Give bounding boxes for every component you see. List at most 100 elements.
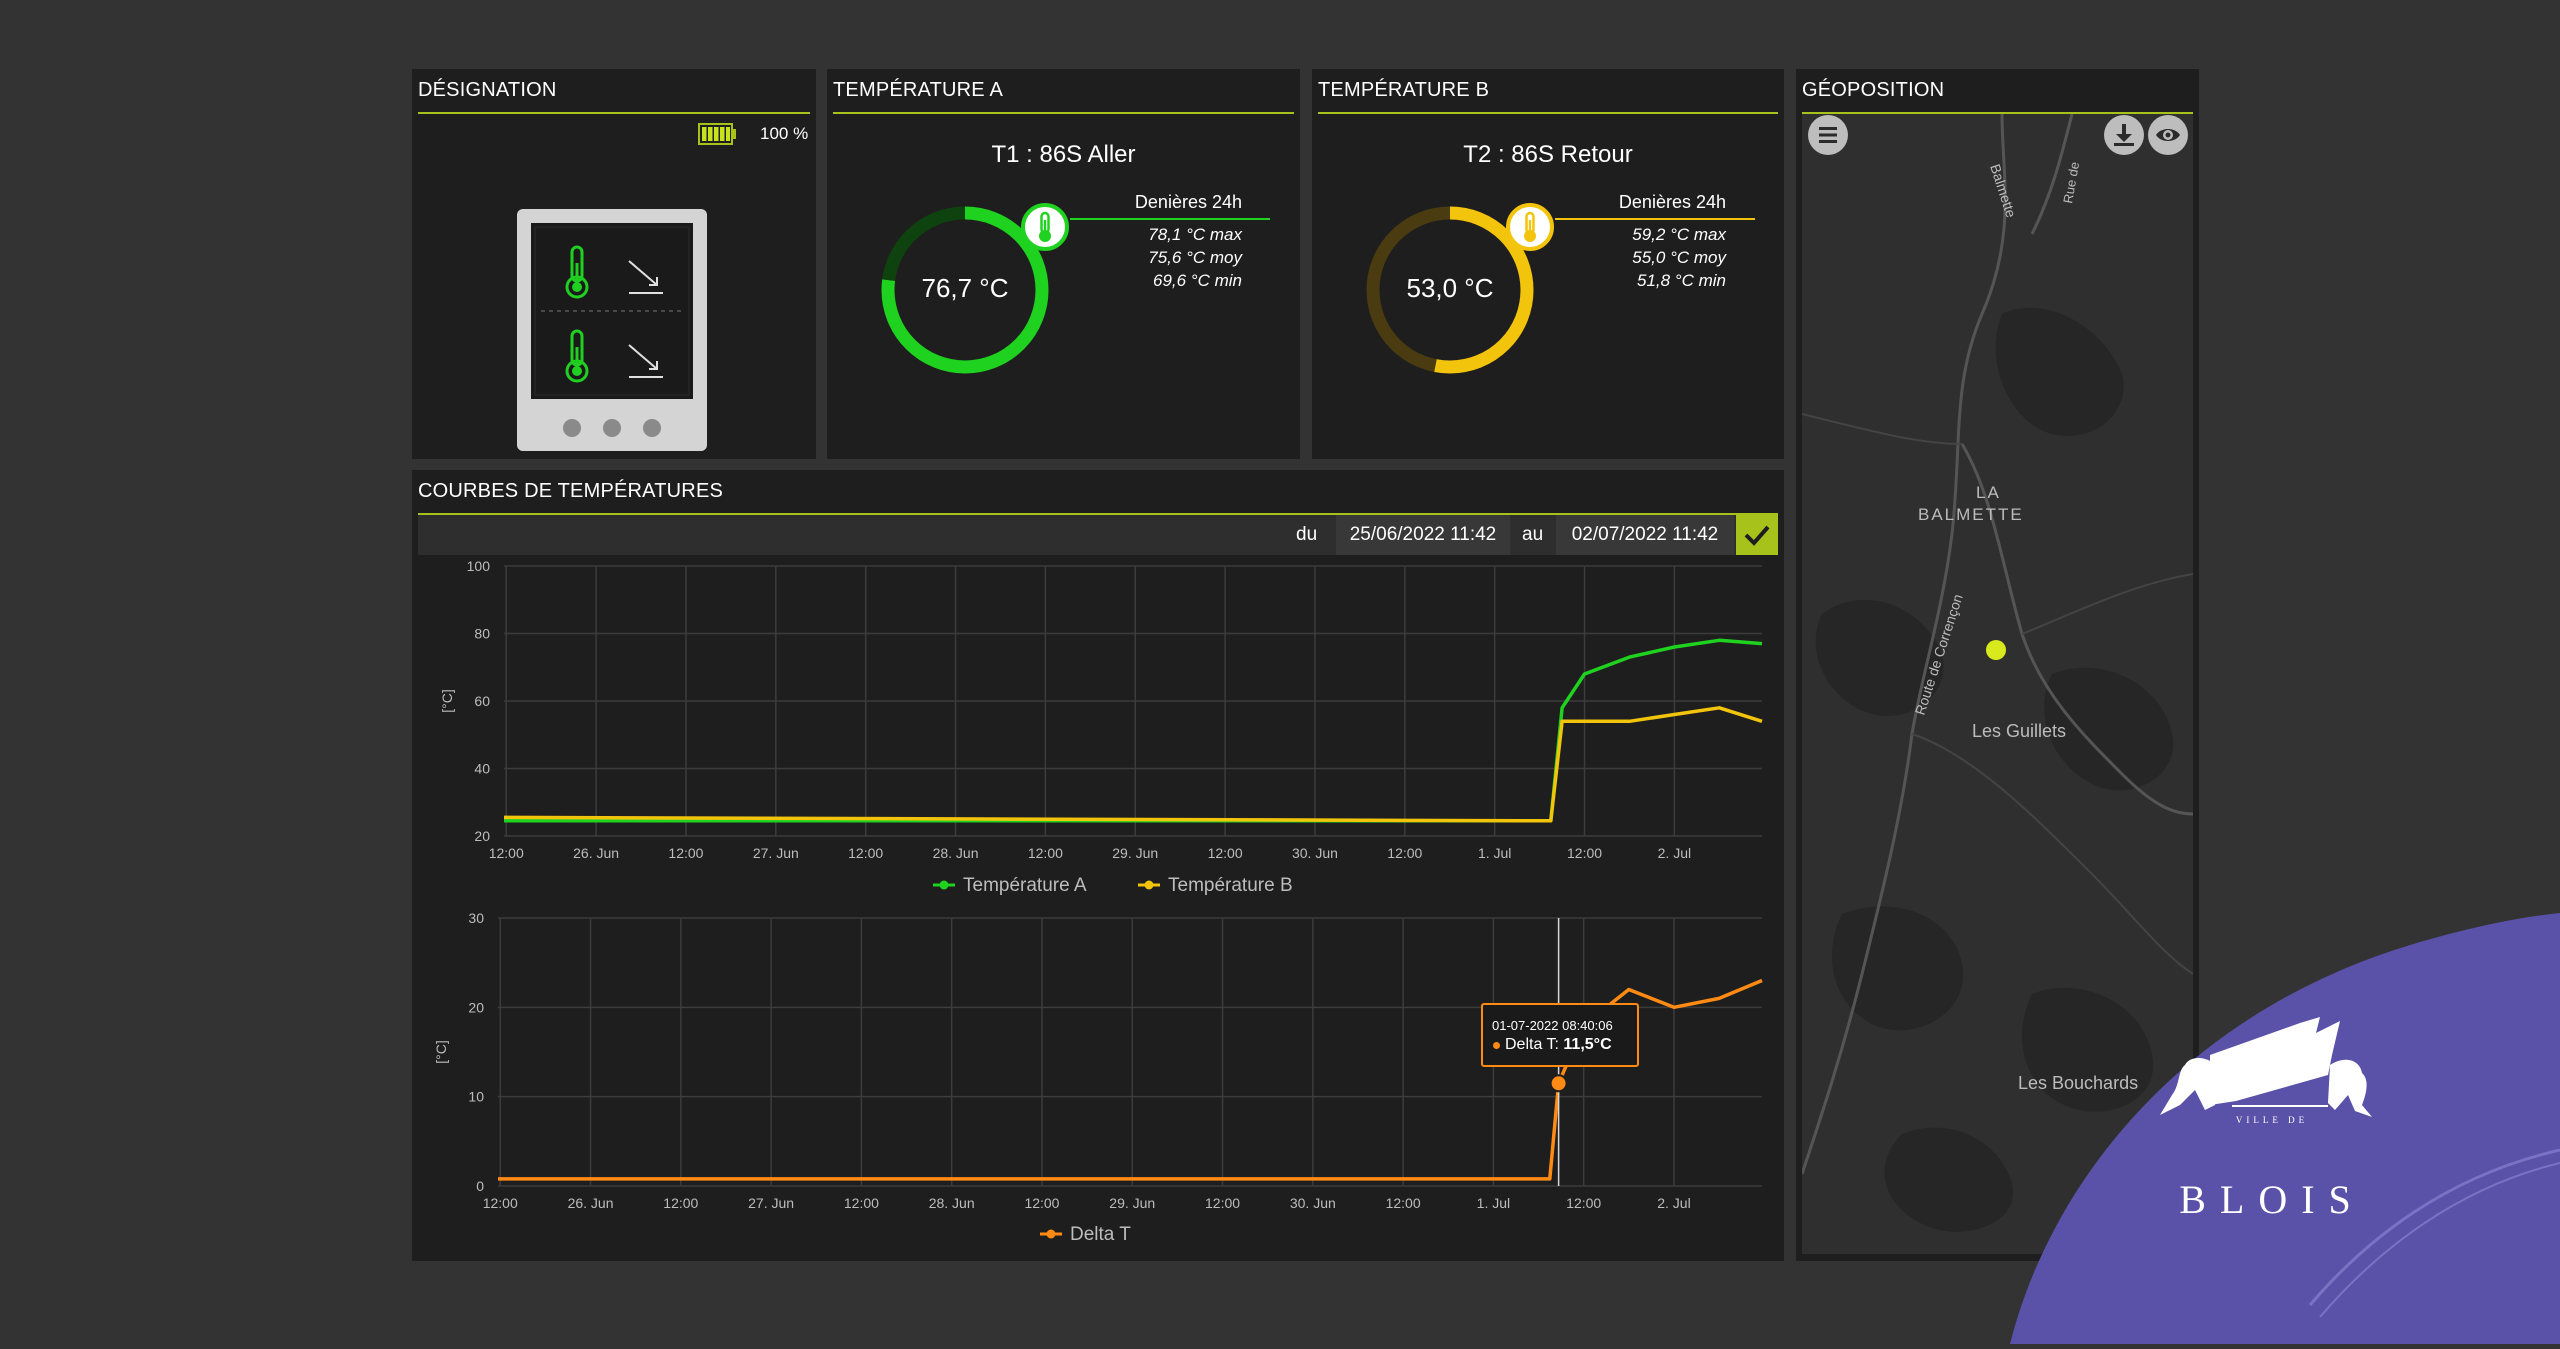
- logo-name: BLOIS: [2179, 1177, 2365, 1222]
- x-tick-label: 28. Jun: [933, 845, 979, 861]
- y-tick-label: 80: [474, 626, 490, 642]
- x-tick-label: 12:00: [1024, 1195, 1059, 1211]
- map-label-les-guillets: Les Guillets: [1972, 721, 2066, 741]
- designation-panel: DÉSIGNATION 100 %: [412, 69, 816, 459]
- download-button[interactable]: [2104, 115, 2144, 155]
- x-tick-label: 1. Jul: [1477, 1195, 1510, 1211]
- title-underline: [418, 112, 810, 114]
- current-temperature: 76,7 °C: [921, 273, 1009, 303]
- y-tick-label: 0: [476, 1178, 484, 1194]
- x-tick-label: 12:00: [668, 845, 703, 861]
- temperature-b-title: TEMPÉRATURE B: [1318, 79, 1490, 101]
- stats-period: Denières 24h: [1134, 192, 1242, 212]
- map-label-balmette-road: Balmette: [1987, 162, 2019, 220]
- temperature-a-title: TEMPÉRATURE A: [833, 79, 1004, 101]
- x-tick-label: 29. Jun: [1112, 845, 1158, 861]
- x-tick-label: 1. Jul: [1478, 845, 1511, 861]
- stat-max: 59,2 °C max: [1632, 225, 1726, 244]
- x-tick-label: 12:00: [848, 845, 883, 861]
- legend-marker[interactable]: [939, 880, 949, 890]
- x-tick-label: 26. Jun: [568, 1195, 614, 1211]
- to-label: au: [1522, 524, 1544, 545]
- series-line: [504, 638, 1763, 823]
- date-range-bar: du 25/06/2022 11:42 au 02/07/2022 11:42: [418, 515, 1778, 555]
- geoposition-panel: GÉOPOSITION LA BALMETTE: [1796, 69, 2199, 1261]
- x-tick-label: 12:00: [844, 1195, 879, 1211]
- geoposition-title: GÉOPOSITION: [1802, 79, 1945, 101]
- designation-title: DÉSIGNATION: [418, 79, 557, 101]
- x-tick-label: 30. Jun: [1292, 845, 1338, 861]
- download-icon: [2114, 124, 2134, 146]
- x-tick-label: 27. Jun: [748, 1195, 794, 1211]
- thermometer-badge-icon: [1020, 202, 1070, 257]
- sensor-name: T1 : 86S Aller: [991, 141, 1136, 168]
- chart-tooltip: 01-07-2022 08:40:06 Delta T: 11,5°C: [1481, 1003, 1639, 1067]
- x-tick-label: 12:00: [1387, 845, 1422, 861]
- y-tick-label: 20: [474, 828, 490, 844]
- highlight-point[interactable]: [1549, 1074, 1568, 1093]
- to-date-input[interactable]: 02/07/2022 11:42: [1556, 515, 1734, 555]
- title-underline: [1802, 112, 2193, 114]
- stat-avg: 75,6 °C moy: [1148, 248, 1242, 267]
- stat-min: 51,8 °C min: [1636, 271, 1726, 290]
- map-label-les-bouchards: Les Bouchards: [2018, 1073, 2138, 1093]
- stat-min: 69,6 °C min: [1152, 271, 1242, 290]
- device-illustration: [517, 209, 707, 456]
- tooltip-label: Delta T:: [1505, 1036, 1564, 1053]
- legend-item[interactable]: Delta T: [1070, 1224, 1131, 1245]
- temperature-gauge: [875, 200, 1055, 385]
- apply-date-button[interactable]: [1736, 515, 1778, 555]
- from-label: du: [1296, 524, 1318, 545]
- stats-period: Denières 24h: [1618, 192, 1726, 212]
- stat-avg: 55,0 °C moy: [1632, 248, 1726, 267]
- x-tick-label: 12:00: [483, 1195, 518, 1211]
- visibility-button[interactable]: [2148, 115, 2188, 155]
- eye-icon: [2156, 129, 2180, 141]
- temperature-b-panel: TEMPÉRATURE B T2 : 86S Retour 53,0 °C De…: [1312, 69, 1784, 459]
- tooltip-bullet: [1493, 1042, 1500, 1049]
- x-tick-label: 12:00: [1205, 1195, 1240, 1211]
- title-underline: [1318, 112, 1778, 114]
- map-view[interactable]: LA BALMETTE Les Guillets Les Bouchards R…: [1802, 114, 2193, 1254]
- stats-underline: [1555, 218, 1755, 220]
- brand-logo: VILLE DE BLOIS: [2010, 905, 2560, 1344]
- tooltip-series: Delta T: 11,5°C: [1505, 1036, 1612, 1054]
- legend-item[interactable]: Température A: [963, 875, 1087, 896]
- curves-title: COURBES DE TEMPÉRATURES: [418, 480, 724, 502]
- menu-button[interactable]: [1808, 115, 1848, 155]
- title-underline: [833, 112, 1294, 114]
- y-tick-label: 20: [468, 999, 484, 1015]
- y-tick-label: 30: [468, 910, 484, 926]
- location-marker[interactable]: [1986, 640, 2006, 660]
- title-underline: [418, 513, 1778, 515]
- x-tick-label: 12:00: [1208, 845, 1243, 861]
- x-tick-label: 2. Jul: [1657, 1195, 1690, 1211]
- y-tick-label: 40: [474, 761, 490, 777]
- temperature-gauge: [1360, 200, 1540, 385]
- battery-percentage: 100 %: [760, 124, 809, 143]
- y-tick-label: 100: [467, 558, 491, 574]
- legend-marker[interactable]: [1144, 880, 1154, 890]
- stats-underline: [1070, 218, 1270, 220]
- current-temperature: 53,0 °C: [1406, 273, 1494, 303]
- map-label-balmette: BALMETTE: [1918, 505, 2024, 524]
- x-tick-label: 2. Jul: [1658, 845, 1691, 861]
- x-tick-label: 12:00: [663, 1195, 698, 1211]
- sensor-name: T2 : 86S Retour: [1463, 141, 1633, 168]
- tooltip-date: 01-07-2022 08:40:06: [1492, 1018, 1613, 1033]
- tooltip-value: 11,5°C: [1563, 1036, 1612, 1053]
- checkmark-icon: [1744, 525, 1770, 546]
- x-tick-label: 27. Jun: [753, 845, 799, 861]
- x-tick-label: 28. Jun: [929, 1195, 975, 1211]
- thermometer-badge-icon: [1505, 202, 1555, 257]
- y-tick-label: 60: [474, 693, 490, 709]
- legend-item[interactable]: Température B: [1168, 875, 1293, 896]
- menu-icon: [1819, 127, 1837, 143]
- from-date-input[interactable]: 25/06/2022 11:42: [1336, 515, 1510, 555]
- temperature-a-panel: TEMPÉRATURE A T1 : 86S Aller 76,7 °C Den…: [827, 69, 1300, 459]
- y-tick-label: 10: [468, 1089, 484, 1105]
- legend-marker[interactable]: [1046, 1229, 1056, 1239]
- x-tick-label: 12:00: [1028, 845, 1063, 861]
